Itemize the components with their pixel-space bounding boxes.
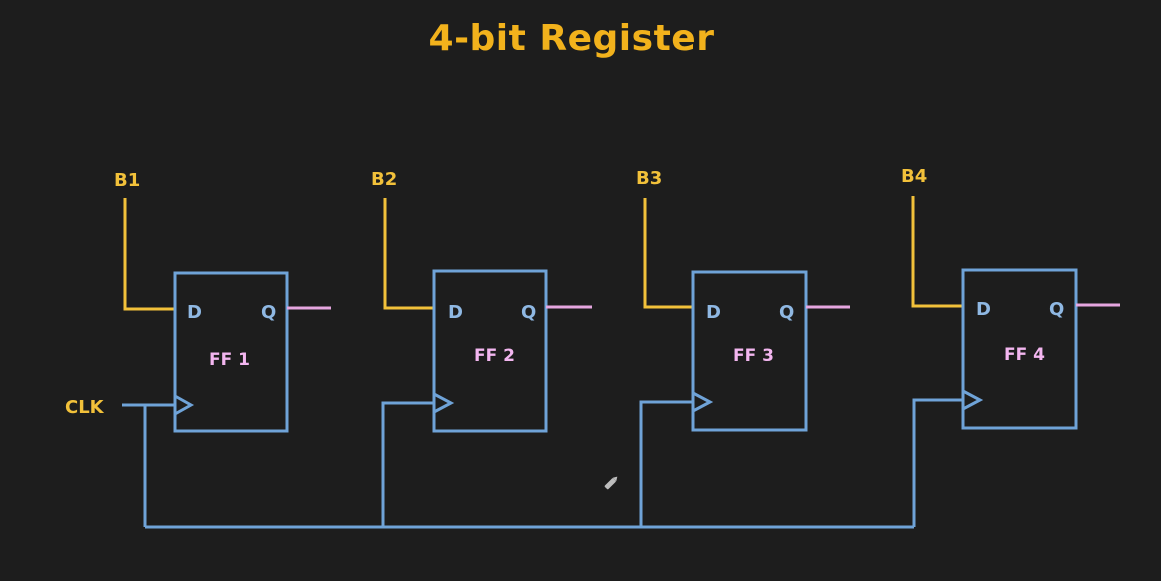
input-label-b2: B2	[371, 169, 397, 190]
flip-flop-4: B4 D Q FF 4	[901, 166, 1120, 430]
ff-box	[173, 271, 289, 433]
ff-label: FF 2	[474, 346, 515, 366]
flip-flop-2: B2 D Q FF 2	[371, 169, 592, 433]
clock-bus	[122, 398, 962, 529]
input-label-b3: B3	[636, 168, 662, 189]
d-pin-label: D	[706, 302, 721, 323]
input-wire-b2	[383, 198, 434, 310]
d-pin-label: D	[448, 302, 463, 323]
input-wire-b4	[911, 196, 963, 308]
ff-label: FF 1	[209, 350, 250, 370]
clock-triangle	[962, 389, 984, 411]
q-pin-label: Q	[779, 302, 794, 323]
ff-label: FF 3	[733, 346, 774, 366]
input-label-b1: B1	[114, 170, 140, 191]
pencil-cursor-icon	[604, 476, 618, 490]
clock-triangle	[692, 391, 714, 413]
clock-triangle	[433, 392, 455, 414]
ff-box	[432, 269, 548, 433]
page-title: 4-bit Register	[428, 18, 715, 59]
input-label-b4: B4	[901, 166, 927, 187]
d-pin-label: D	[187, 302, 202, 323]
q-pin-label: Q	[1049, 299, 1064, 320]
ff-box	[691, 270, 808, 432]
ff-label: FF 4	[1004, 345, 1045, 365]
ff-box	[961, 268, 1078, 430]
clock-label: CLK	[65, 397, 105, 418]
input-wire-b3	[643, 198, 693, 309]
q-pin-label: Q	[261, 302, 276, 323]
flip-flop-1: B1 D Q FF 1	[114, 170, 331, 433]
flip-flop-3: B3 D Q FF 3	[636, 168, 850, 432]
q-pin-label: Q	[521, 302, 536, 323]
clock-triangle	[174, 394, 195, 416]
d-pin-label: D	[976, 299, 991, 320]
input-wire-b1	[123, 198, 175, 311]
